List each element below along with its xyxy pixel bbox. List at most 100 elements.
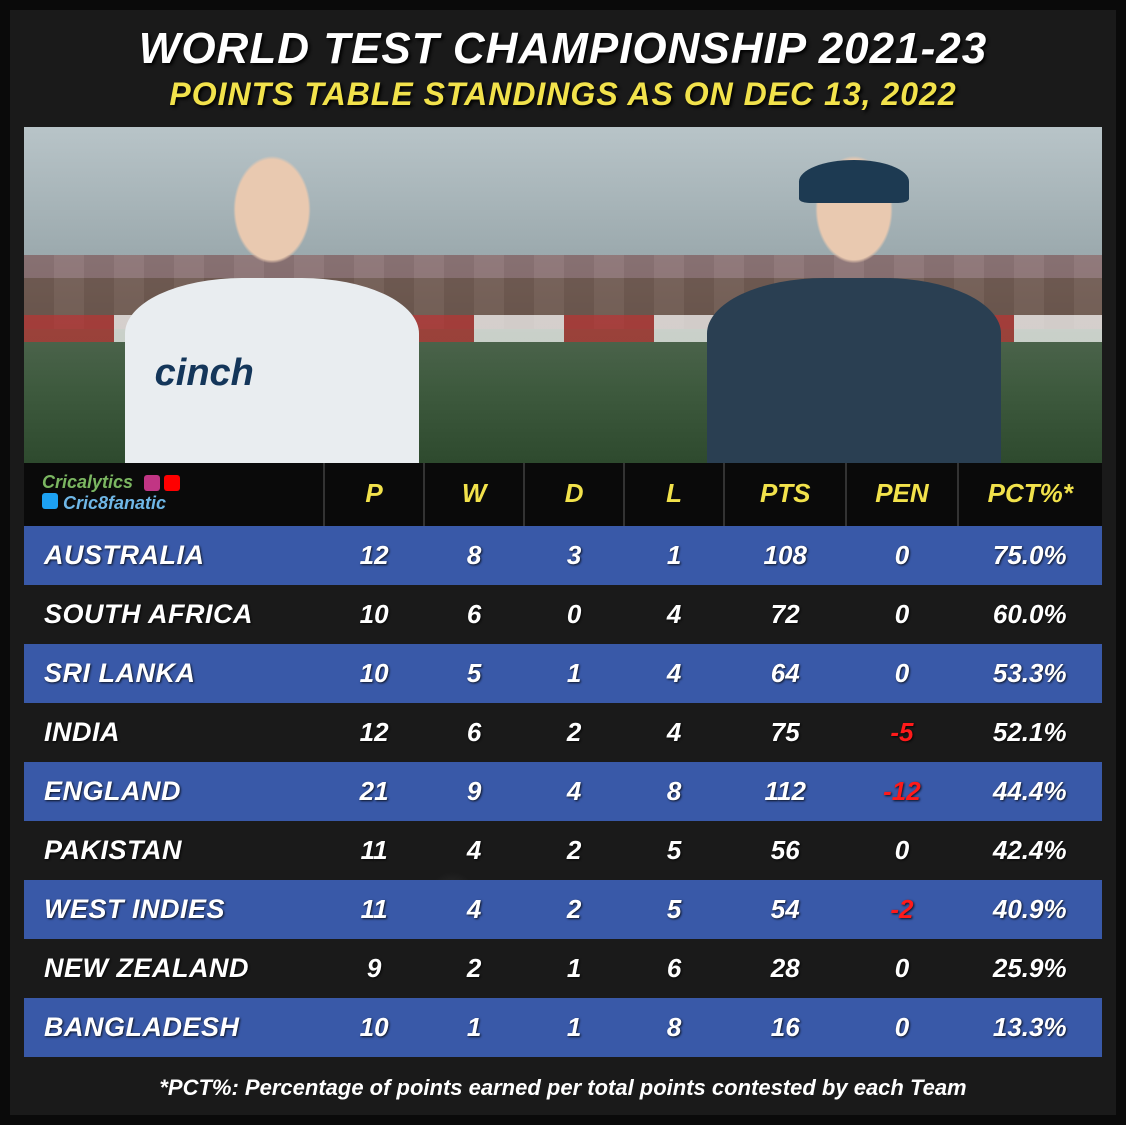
cell-pct: 44.4% <box>958 762 1103 821</box>
infographic-frame: WORLD TEST CHAMPIONSHIP 2021-23 POINTS T… <box>0 0 1126 1125</box>
cell-w: 2 <box>424 939 524 998</box>
cell-pct: 42.4% <box>958 821 1103 880</box>
youtube-icon <box>164 475 180 491</box>
cell-pct: 25.9% <box>958 939 1103 998</box>
cell-team: PAKISTAN <box>24 821 324 880</box>
table-row: WEST INDIES1142554-240.9% <box>24 880 1102 939</box>
header: WORLD TEST CHAMPIONSHIP 2021-23 POINTS T… <box>10 10 1116 121</box>
cell-pts: 64 <box>724 644 846 703</box>
cell-w: 9 <box>424 762 524 821</box>
cell-pct: 40.9% <box>958 880 1103 939</box>
cell-d: 1 <box>524 644 624 703</box>
cell-w: 6 <box>424 585 524 644</box>
cell-p: 12 <box>324 526 424 585</box>
col-d: D <box>524 463 624 526</box>
cell-pen: -5 <box>846 703 957 762</box>
col-pts: PTS <box>724 463 846 526</box>
cell-team: BANGLADESH <box>24 998 324 1057</box>
cell-d: 2 <box>524 880 624 939</box>
cell-w: 5 <box>424 644 524 703</box>
cell-l: 6 <box>624 939 724 998</box>
cell-team: SOUTH AFRICA <box>24 585 324 644</box>
cell-d: 2 <box>524 703 624 762</box>
col-pen: PEN <box>846 463 957 526</box>
cell-pen: -2 <box>846 880 957 939</box>
page-title: WORLD TEST CHAMPIONSHIP 2021-23 <box>20 24 1106 74</box>
cell-d: 0 <box>524 585 624 644</box>
cell-l: 5 <box>624 880 724 939</box>
cell-w: 4 <box>424 880 524 939</box>
cell-pts: 75 <box>724 703 846 762</box>
cell-p: 21 <box>324 762 424 821</box>
cell-p: 9 <box>324 939 424 998</box>
table-header-row: Cricalytics Cric8fanatic <box>24 463 1102 526</box>
col-pct: PCT%* <box>958 463 1103 526</box>
table-row: SOUTH AFRICA1060472060.0% <box>24 585 1102 644</box>
hero-image: cinch <box>24 127 1102 463</box>
table-row: SRI LANKA1051464053.3% <box>24 644 1102 703</box>
table-row: ENGLAND21948112-1244.4% <box>24 762 1102 821</box>
standings-table: Cricalytics Cric8fanatic <box>24 463 1102 1057</box>
social-icons <box>144 475 180 491</box>
instagram-icon <box>144 475 160 491</box>
col-l: L <box>624 463 724 526</box>
table-row: AUSTRALIA12831108075.0% <box>24 526 1102 585</box>
hero-person-right <box>671 154 1038 463</box>
cell-p: 12 <box>324 703 424 762</box>
cell-w: 8 <box>424 526 524 585</box>
twitter-icon <box>42 493 58 509</box>
hero-person-right-cap <box>799 160 909 203</box>
cell-w: 6 <box>424 703 524 762</box>
col-p: P <box>324 463 424 526</box>
cell-pen: -12 <box>846 762 957 821</box>
cell-d: 2 <box>524 821 624 880</box>
hero-person-right-torso <box>707 278 1000 463</box>
footnote: *PCT%: Percentage of points earned per t… <box>10 1065 1116 1115</box>
page-subtitle: POINTS TABLE STANDINGS AS ON DEC 13, 202… <box>20 76 1106 113</box>
cell-w: 4 <box>424 821 524 880</box>
cell-l: 5 <box>624 821 724 880</box>
cell-d: 3 <box>524 526 624 585</box>
cell-p: 11 <box>324 821 424 880</box>
cell-pen: 0 <box>846 939 957 998</box>
col-w: W <box>424 463 524 526</box>
cell-p: 10 <box>324 998 424 1057</box>
cell-pts: 108 <box>724 526 846 585</box>
cell-p: 10 <box>324 644 424 703</box>
cell-pts: 54 <box>724 880 846 939</box>
cell-pen: 0 <box>846 644 957 703</box>
cell-team: AUSTRALIA <box>24 526 324 585</box>
brand-name-1: Cricalytics <box>42 472 133 492</box>
cell-pts: 112 <box>724 762 846 821</box>
cell-d: 1 <box>524 998 624 1057</box>
brand-line2: Cric8fanatic <box>42 493 319 514</box>
cell-pen: 0 <box>846 821 957 880</box>
table-row: BANGLADESH1011816013.3% <box>24 998 1102 1057</box>
cell-w: 1 <box>424 998 524 1057</box>
standings-table-wrap: Cricalytics Cric8fanatic <box>24 463 1102 1065</box>
cell-l: 1 <box>624 526 724 585</box>
cell-team: INDIA <box>24 703 324 762</box>
cell-pen: 0 <box>846 526 957 585</box>
cell-l: 4 <box>624 703 724 762</box>
table-row: PAKISTAN1142556042.4% <box>24 821 1102 880</box>
branding: Cricalytics Cric8fanatic <box>42 473 319 514</box>
hero-person-left: cinch <box>89 154 456 463</box>
cell-pts: 56 <box>724 821 846 880</box>
cell-team: ENGLAND <box>24 762 324 821</box>
col-team: Cricalytics Cric8fanatic <box>24 463 324 526</box>
table-row: NEW ZEALAND921628025.9% <box>24 939 1102 998</box>
brand-line1: Cricalytics <box>42 473 319 493</box>
table-row: INDIA1262475-552.1% <box>24 703 1102 762</box>
cell-team: SRI LANKA <box>24 644 324 703</box>
cell-team: WEST INDIES <box>24 880 324 939</box>
cell-pct: 60.0% <box>958 585 1103 644</box>
cell-l: 8 <box>624 762 724 821</box>
cell-d: 1 <box>524 939 624 998</box>
cell-l: 8 <box>624 998 724 1057</box>
cell-pts: 72 <box>724 585 846 644</box>
cell-pen: 0 <box>846 998 957 1057</box>
cell-pct: 75.0% <box>958 526 1103 585</box>
cell-p: 10 <box>324 585 424 644</box>
standings-tbody: AUSTRALIA12831108075.0%SOUTH AFRICA10604… <box>24 526 1102 1057</box>
